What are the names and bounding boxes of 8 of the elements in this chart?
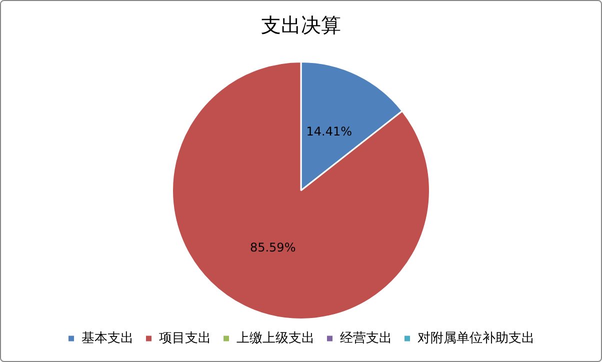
chart-title: 支出决算	[261, 13, 341, 38]
data-label: 85.59%	[250, 240, 296, 255]
legend-label: 对附属单位补助支出	[417, 330, 534, 346]
data-label: 14.41%	[306, 124, 352, 139]
legend-label: 上缴上级支出	[236, 330, 314, 346]
legend-label: 项目支出	[158, 330, 211, 346]
legend-label: 基本支出	[81, 330, 134, 346]
legend-label: 经营支出	[340, 330, 392, 346]
